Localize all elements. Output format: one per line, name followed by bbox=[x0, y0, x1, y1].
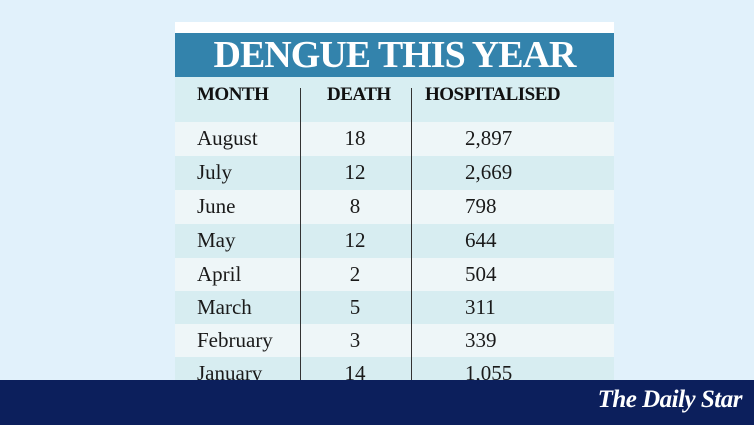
table-row: June 8 798 bbox=[175, 190, 614, 224]
cell-death: 14 bbox=[344, 361, 366, 380]
cell-month: March bbox=[197, 295, 252, 319]
column-header-death: DEATH bbox=[327, 84, 391, 105]
daily-star-logo[interactable]: The Daily Star bbox=[597, 386, 743, 413]
table-header: MONTH DEATH HOSPITALISED bbox=[175, 77, 614, 122]
top-strip bbox=[175, 22, 614, 33]
cell-month: February bbox=[197, 328, 273, 352]
cell-death: 8 bbox=[349, 194, 361, 218]
cell-hospitalised: 339 bbox=[465, 328, 497, 352]
table-row: April 2 504 bbox=[175, 258, 614, 292]
column-header-month: MONTH bbox=[197, 84, 269, 105]
cell-hospitalised: 2,897 bbox=[465, 126, 513, 150]
cell-death: 12 bbox=[344, 228, 366, 252]
column-divider bbox=[411, 88, 412, 380]
cell-month: January bbox=[197, 361, 263, 380]
table-row: August 18 2,897 bbox=[175, 122, 614, 156]
table-row: July 12 2,669 bbox=[175, 156, 614, 190]
cell-month: June bbox=[197, 194, 236, 218]
table-row: February 3 339 bbox=[175, 324, 614, 358]
column-header-hospitalised: HOSPITALISED bbox=[425, 84, 561, 105]
cell-month: August bbox=[197, 126, 258, 150]
cell-hospitalised: 1,055 bbox=[465, 361, 513, 380]
cell-death: 12 bbox=[344, 160, 366, 184]
dengue-table-card: DENGUE THIS YEAR MONTH DEATH HOSPITALISE… bbox=[175, 22, 614, 380]
cell-hospitalised: 2,669 bbox=[465, 160, 513, 184]
cell-month: April bbox=[197, 262, 242, 286]
table-row: May 12 644 bbox=[175, 224, 614, 258]
column-divider bbox=[300, 88, 301, 380]
cell-month: July bbox=[197, 160, 233, 184]
table-row: January 14 1,055 bbox=[175, 357, 614, 380]
cell-hospitalised: 644 bbox=[465, 228, 497, 252]
footer-bar: The Daily Star bbox=[0, 380, 754, 425]
cell-month: May bbox=[197, 228, 236, 252]
cell-hospitalised: 504 bbox=[465, 262, 497, 286]
cell-death: 3 bbox=[349, 328, 361, 352]
cell-hospitalised: 311 bbox=[465, 295, 496, 319]
cell-death: 5 bbox=[349, 295, 361, 319]
cell-death: 2 bbox=[349, 262, 361, 286]
table-row: March 5 311 bbox=[175, 291, 614, 325]
table-title: DENGUE THIS YEAR bbox=[175, 33, 614, 77]
cell-hospitalised: 798 bbox=[465, 194, 497, 218]
cell-death: 18 bbox=[344, 126, 366, 150]
